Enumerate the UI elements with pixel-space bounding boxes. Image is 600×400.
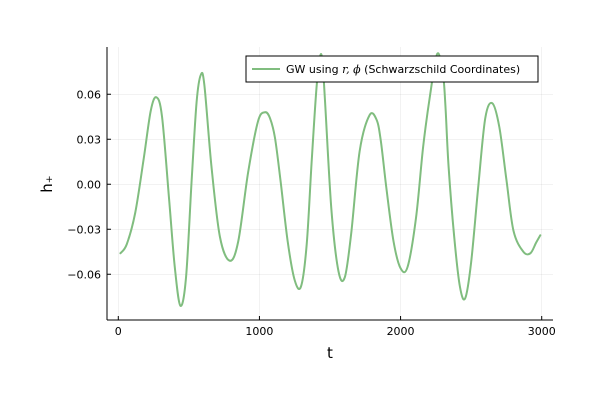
grid <box>107 47 553 320</box>
x-axis-label: t <box>327 344 333 362</box>
x-ticks: 0 1000 2000 3000 <box>115 316 556 338</box>
series-layer <box>119 52 542 307</box>
legend-label-suffix: (Schwarzschild Coordinates) <box>361 63 521 76</box>
x-tick-label: 2000 <box>387 325 415 338</box>
legend: GW using r, ϕ (Schwarzschild Coordinates… <box>245 55 539 83</box>
legend-label-prefix: GW using <box>286 63 342 76</box>
y-tick-label: 0.00 <box>77 178 102 191</box>
x-tick-label: 0 <box>115 325 122 338</box>
y-ticks: −0.06 −0.03 0.00 0.03 0.06 <box>67 88 111 281</box>
legend-label: GW using r, ϕ (Schwarzschild Coordinates… <box>286 63 520 76</box>
legend-box <box>245 55 539 83</box>
x-tick-label: 3000 <box>528 325 556 338</box>
y-axis-label: h₊ <box>38 175 56 192</box>
series-line <box>119 52 542 307</box>
y-tick-label: −0.03 <box>67 223 101 236</box>
x-tick-label: 1000 <box>245 325 273 338</box>
y-tick-label: 0.03 <box>77 133 102 146</box>
legend-label-math: r, ϕ <box>342 63 361 76</box>
y-tick-label: −0.06 <box>67 268 101 281</box>
y-tick-label: 0.06 <box>77 88 102 101</box>
